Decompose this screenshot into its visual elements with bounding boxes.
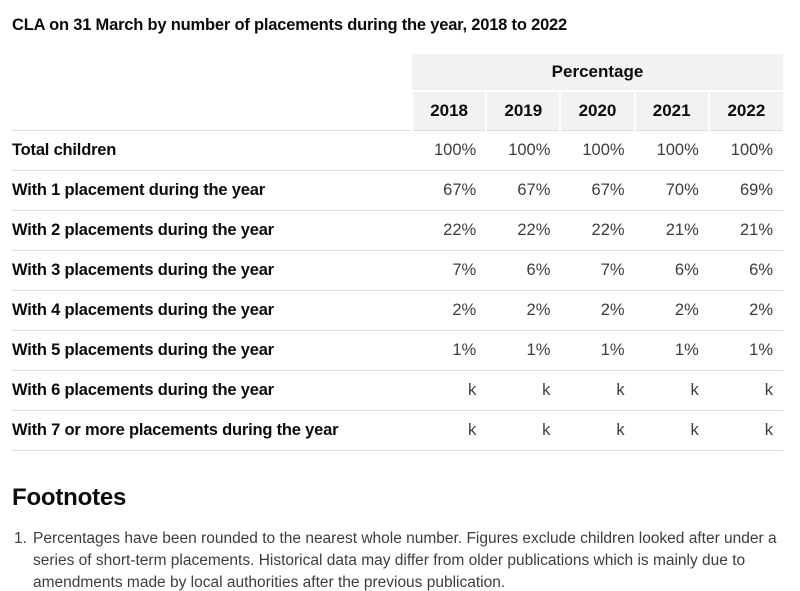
value-cell: 67% [591,181,625,199]
value-cell: 1% [674,341,699,359]
value-cell: 67% [443,181,477,199]
value-cell: 22% [517,221,551,239]
corner-cell [12,54,413,91]
footnote-text: Percentages have been rounded to the nea… [33,530,777,591]
row-label: With 6 placements during the year [12,381,274,399]
value-cell: k [467,381,477,399]
table-row: With 5 placements during the year 1% 1% 1% 1… [12,330,783,371]
table-row: With 4 placements during the year 2% 2% 2% 2… [12,290,783,331]
year-column-header: 2019 [485,90,561,131]
value-cell: 7% [600,261,625,279]
value-cell: k [616,381,625,399]
row-label: With 2 placements during the year [12,221,274,239]
row-label: With 1 placement during the year [12,181,265,199]
value-cell: 6% [526,261,551,279]
year-header-row: 2018 2019 2020 2021 2022 [12,90,783,131]
value-cell: 2% [600,301,625,319]
row-label: With 7 or more placements during the yea… [12,421,339,439]
value-cell: k [542,381,551,399]
value-cell: 100% [656,141,699,159]
footnote-list: 1. Percentages have been rounded to the n… [12,528,790,591]
value-cell: 7% [452,261,477,279]
value-cell: k [690,381,699,399]
table-header: Percentage 2018 2019 2020 2021 2022 [12,54,783,131]
value-cell: 1% [749,341,773,359]
group-header-row: Percentage [12,54,783,91]
footnotes-heading: Footnotes [12,484,127,511]
value-cell: 100% [582,141,625,159]
row-label: Total children [12,141,117,159]
year-column-header: 2020 [559,90,635,131]
value-cell: 100% [434,141,477,159]
value-cell: 2% [452,301,477,319]
report-title: CLA on 31 March by number of placements … [12,16,568,34]
row-label: With 4 placements during the year [12,301,274,319]
percentage-group-header: Percentage [412,54,783,91]
value-cell: k [467,421,477,439]
table-row: With 7 or more placements during the yea… [12,410,783,451]
value-cell: 67% [517,181,551,199]
year-column-header: 2021 [633,90,709,131]
value-cell: 100% [730,141,773,159]
row-label: With 3 placements during the year [12,261,274,279]
value-cell: 6% [674,261,699,279]
table-row: With 3 placements during the year 7% 6% 7% 6… [12,250,783,291]
value-cell: 2% [526,301,551,319]
row-label: With 5 placements during the year [12,341,274,359]
corner-cell [12,91,413,131]
value-cell: 1% [526,341,551,359]
footnote-number: 1. [14,530,27,547]
value-cell: 22% [443,221,477,239]
table-row: With 6 placements during the year k k k k k [12,370,783,411]
table-row: With 2 placements during the year 22% 22% 2… [12,210,783,251]
value-cell: 2% [674,301,699,319]
value-cell: 1% [600,341,625,359]
table-body: Total children 100% 100% 100% 100% 100% With 1… [12,130,783,451]
value-cell: k [542,421,551,439]
footnote-item: 1. Percentages have been rounded to the n… [12,528,787,591]
year-column-header: 2018 [411,90,487,131]
value-cell: 21% [665,221,699,239]
value-cell: 22% [591,221,625,239]
value-cell: 69% [739,181,773,199]
value-cell: k [764,381,773,399]
value-cell: 6% [749,261,773,279]
value-cell: k [764,421,773,439]
value-cell: 2% [749,301,773,319]
year-column-header: 2022 [707,90,783,131]
placements-table: Percentage 2018 2019 2020 2021 2022 Total ch… [12,54,783,451]
value-cell: 21% [739,221,773,239]
value-cell: 100% [508,141,551,159]
value-cell: 1% [452,341,477,359]
value-cell: k [616,421,625,439]
table-row: Total children 100% 100% 100% 100% 100% [12,130,783,171]
value-cell: k [690,421,699,439]
table-row: With 1 placement during the year 67% 67% 67… [12,170,783,211]
value-cell: 70% [665,181,699,199]
